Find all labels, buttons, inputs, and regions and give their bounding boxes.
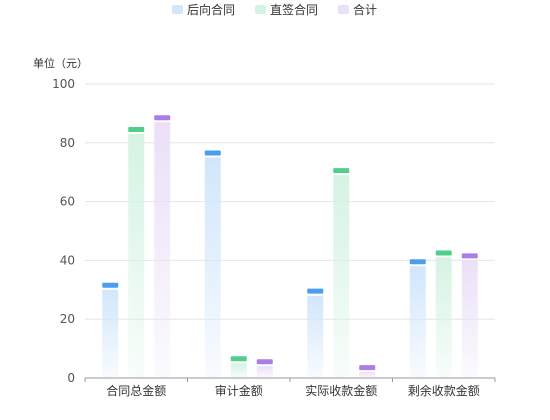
legend-label-2: 合计 [353,2,377,17]
bar-1-2 [256,366,273,378]
y-axis-unit-label: 单位（元） [33,56,88,70]
legend-label-1: 直签合同 [270,2,318,17]
bar-2-1 [333,175,350,378]
grid-lines [85,83,495,320]
legend-swatch-0 [172,5,183,14]
y-tick-label: 20 [60,312,75,326]
bar-3-1 [435,257,452,378]
legend-swatch-2 [338,5,349,14]
y-tick-label: 80 [60,136,75,150]
x-tick-label: 合同总金额 [106,383,166,398]
bar-cap-3-1 [435,250,452,256]
x-tick-label: 审计金额 [215,383,263,398]
bar-cap-1-0 [204,150,221,156]
bar-0-1 [128,133,145,378]
x-axis-labels: 合同总金额 审计金额 实际收款金额 剩余收款金额 [84,378,496,398]
bar-cap-2-2 [359,365,376,371]
legend: 后向合同 直签合同 合计 [172,2,377,17]
bar-cap-1-1 [230,356,247,362]
x-tick-label: 实际收款金额 [305,383,377,398]
bar-cap-0-1 [128,126,145,132]
bar-0-2 [154,122,171,378]
bar-0-0 [102,289,119,378]
bar-2-0 [307,295,324,378]
bar-cap-2-0 [307,288,324,294]
y-tick-label: 40 [60,253,75,267]
y-tick-label: 0 [67,371,75,385]
bar-cap-3-2 [461,253,478,259]
bar-cap-2-1 [333,168,350,174]
bar-cap-0-2 [154,115,171,121]
bar-1-0 [204,157,221,378]
legend-label-0: 后向合同 [187,2,235,17]
bars [102,115,478,378]
y-axis-ticks: 0 20 40 60 80 100 [52,77,75,385]
bar-cap-1-2 [256,359,273,365]
bar-cap-3-0 [409,259,426,265]
bar-2-2 [359,372,376,378]
y-tick-label: 60 [60,195,75,209]
bar-3-2 [461,260,478,378]
x-tick-label: 剩余收款金额 [408,383,480,398]
bar-3-0 [409,266,426,378]
legend-swatch-1 [255,5,266,14]
bar-1-1 [230,363,247,378]
bar-cap-0-0 [102,282,119,288]
y-tick-label: 100 [52,77,75,91]
